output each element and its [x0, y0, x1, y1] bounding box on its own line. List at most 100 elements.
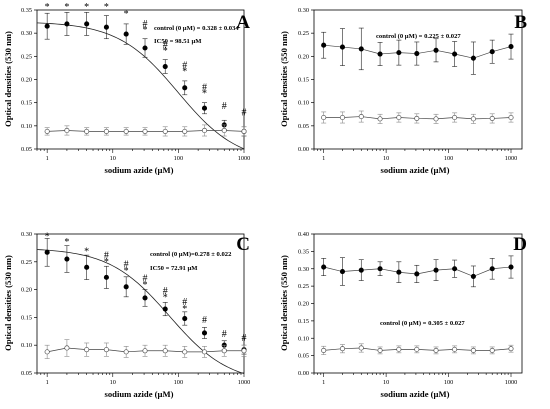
y-tick-label: 0.00 [298, 370, 309, 377]
data-point [377, 116, 383, 122]
x-axis-title: sodium azide (µM) [105, 389, 174, 399]
significance-star: * [143, 280, 148, 291]
data-point [182, 349, 188, 355]
y-tick-label: 0.10 [21, 123, 32, 130]
annotation-text: IC50 = 98.51 µM [154, 38, 202, 45]
significance-hash: # [163, 40, 168, 51]
significance-star: * [124, 266, 129, 277]
data-point [201, 349, 208, 355]
data-point [241, 128, 247, 134]
data-point [64, 127, 70, 134]
y-tick-label: 0.15 [21, 314, 32, 321]
x-axis-title: sodium azide (µM) [381, 389, 450, 399]
significance-star: * [104, 2, 109, 13]
data-point [123, 349, 129, 355]
data-point [221, 127, 227, 134]
data-point [452, 114, 458, 121]
y-axis-title: Optical densities (550 nm) [279, 255, 289, 351]
data-point [103, 24, 109, 30]
panel-letter: C [236, 234, 250, 255]
y-tick-label: 0.05 [21, 146, 32, 153]
significance-hash: # [202, 315, 207, 326]
data-point [103, 274, 109, 280]
data-point [182, 315, 188, 322]
x-tick-label: 10 [383, 379, 389, 386]
y-tick-label: 0.10 [298, 335, 309, 342]
significance-star: * [84, 2, 89, 13]
y-axis-title: Optical densities (530 nm) [3, 31, 13, 127]
x-tick-label: 100 [174, 379, 183, 386]
significance-star: * [163, 293, 168, 304]
panel-letter: D [513, 234, 527, 255]
y-tick-label: 0.35 [298, 248, 309, 255]
panel-c: 0.05 0.10 0.15 0.20 0.25 0.30 1 10 100 1000 sodium… [3, 231, 250, 399]
y-tick-label: 0.25 [21, 53, 32, 60]
panel-d: 0.00 0.05 0.10 0.15 0.20 0.25 0.30 0.35 0.40 1 10 1… [279, 231, 527, 399]
data-point [339, 114, 346, 121]
significance-star: * [84, 247, 89, 258]
data-point [162, 306, 168, 312]
fit-curve [36, 22, 245, 150]
data-point [396, 50, 402, 56]
data-point [358, 46, 364, 52]
data-point [103, 128, 109, 134]
x-tick-label: 10 [110, 155, 116, 162]
significance-star: * [64, 2, 69, 13]
y-tick-label: 0.20 [21, 77, 32, 84]
fit-curve [36, 249, 245, 375]
data-point [142, 128, 148, 134]
data-point [123, 128, 129, 134]
data-point [64, 345, 70, 351]
significance-hash: # [242, 333, 247, 344]
panel-letter: A [236, 12, 250, 33]
x-tick-label: 1000 [238, 379, 251, 386]
data-point [489, 266, 495, 272]
data-point [433, 47, 439, 53]
data-point [489, 49, 495, 55]
annotation-text: IC50 = 72.91 µM [150, 265, 198, 272]
y-tick-label: 0.25 [298, 30, 309, 37]
x-tick-label: 1 [46, 379, 49, 386]
x-tick-label: 1000 [505, 379, 518, 386]
data-point [182, 128, 188, 134]
y-tick-label: 0.15 [21, 100, 32, 107]
significance-hash: # [182, 297, 187, 308]
data-point [84, 21, 90, 27]
data-point [470, 55, 476, 61]
significance-star: * [64, 237, 69, 248]
data-point [84, 347, 90, 353]
data-point [508, 114, 514, 121]
x-tick-label: 1000 [238, 155, 251, 162]
data-point [470, 116, 476, 122]
y-tick-label: 0.00 [298, 146, 309, 153]
data-point [452, 346, 458, 352]
y-tick-label: 0.30 [21, 231, 32, 238]
data-point [103, 347, 109, 353]
x-tick-label: 100 [444, 379, 453, 386]
control-series [321, 110, 514, 124]
data-point [84, 128, 90, 134]
data-point [321, 264, 327, 270]
data-point [44, 249, 50, 255]
data-point [201, 127, 208, 134]
data-point [321, 42, 327, 48]
significance-star: * [45, 232, 50, 243]
data-point [377, 347, 383, 353]
control-series [321, 343, 514, 355]
significance-star: * [124, 9, 129, 20]
data-point [339, 268, 346, 275]
y-tick-label: 0.15 [298, 318, 309, 325]
control-series [44, 124, 247, 137]
y-tick-label: 0.30 [298, 7, 309, 14]
y-tick-label: 0.30 [21, 30, 32, 37]
data-point [396, 269, 402, 275]
significance-hash: # [143, 273, 148, 284]
panel-b: 0.00 0.05 0.10 0.15 0.20 0.25 0.30 1 10 100 1000 so… [279, 7, 527, 175]
data-point [182, 85, 188, 91]
data-point [201, 330, 208, 336]
x-tick-label: 10 [110, 379, 116, 386]
significance-hash: # [124, 259, 129, 270]
significance-star: * [163, 46, 168, 57]
y-axis-title: Optical densities (550 nm) [279, 31, 289, 127]
